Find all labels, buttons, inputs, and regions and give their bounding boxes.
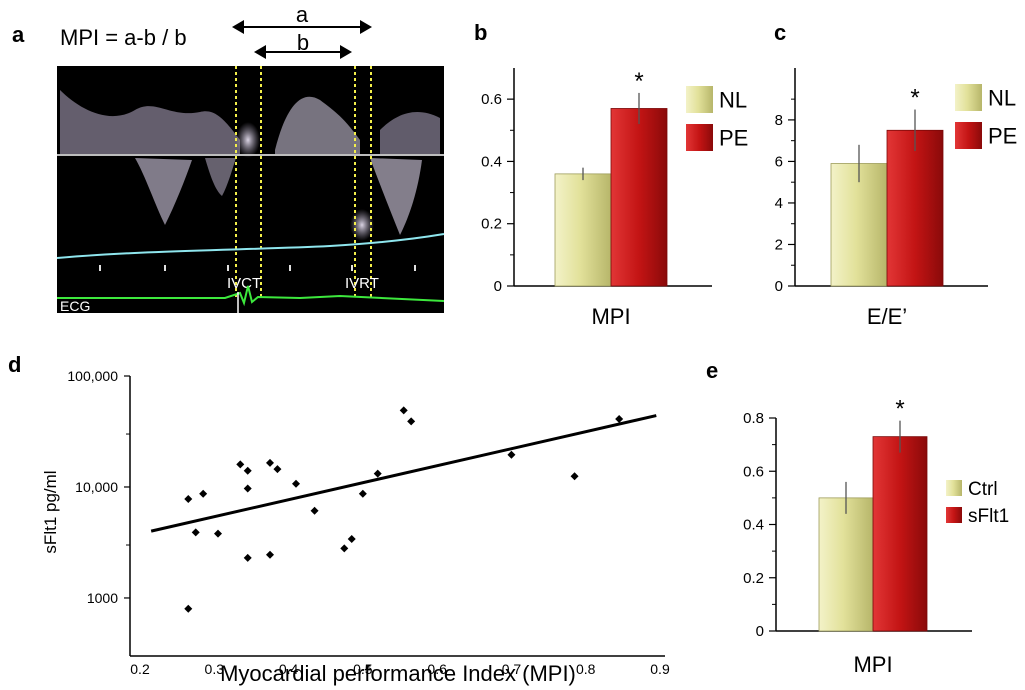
chart-d-point (358, 489, 367, 498)
chart-c: 0 2 4 6 8 * NL PE E/E’ (775, 68, 1017, 329)
chart-e-legend-swatch-ctrl (946, 480, 962, 496)
chart-b-legend-swatch-nl (686, 86, 713, 113)
chart-d-y-tick-label: 1000 (87, 590, 118, 606)
chart-c-legend-swatch-nl (955, 84, 982, 111)
chart-d-x-tick-label: 0.7 (502, 661, 522, 677)
ecg-label: ECG (60, 298, 90, 314)
chart-c-y-tick-label: 6 (775, 153, 783, 170)
chart-e-significance-marker: * (895, 396, 904, 423)
chart-d-point (399, 406, 408, 415)
chart-d-y-tick-label: 100,000 (67, 368, 118, 384)
chart-d-point (407, 417, 416, 426)
chart-d-point (266, 458, 274, 467)
chart-e-y-tick-label: 0.2 (743, 570, 764, 587)
chart-e-y-tick-label: 0.4 (743, 517, 764, 534)
chart-d-point (243, 466, 252, 475)
chart-d-x-tick-label: 0.9 (650, 661, 670, 677)
panel-b-label: b (474, 20, 487, 45)
chart-e-x-label: MPI (853, 652, 892, 677)
chart-d-point (214, 529, 222, 538)
chart-d-point (184, 494, 193, 503)
panel-d-label: d (8, 352, 21, 377)
chart-d-point (243, 553, 252, 562)
chart-d-point (292, 479, 300, 488)
chart-b-bar-nl (554, 173, 612, 287)
chart-e-y-tick-label: 0 (756, 623, 764, 640)
chart-d-point (199, 489, 208, 498)
chart-b-significance-marker: * (634, 68, 643, 95)
chart-c-bar-pe (886, 129, 944, 287)
chart-e: 0 0.2 0.4 0.6 0.8 * Ctrl sFlt1 MPI (743, 396, 1009, 677)
ecg-trace (57, 285, 445, 307)
interval-b-arrow (254, 45, 352, 59)
chart-d-x-tick-label: 0.5 (353, 661, 373, 677)
chart-d-point (570, 472, 579, 481)
chart-c-legend-label-nl: NL (988, 85, 1016, 110)
panel-a-label: a (12, 22, 25, 47)
chart-e-bar-ctrl (818, 497, 874, 632)
chart-c-y-tick-label: 0 (775, 278, 783, 295)
chart-d-x-tick-label: 0.6 (427, 661, 447, 677)
chart-c-y-tick-label: 2 (775, 236, 783, 253)
chart-b-legend-label-nl: NL (719, 87, 747, 112)
chart-c-y-tick-label: 8 (775, 112, 783, 129)
chart-b-y-tick-label: 0 (494, 278, 502, 295)
interval-a-arrow (232, 20, 372, 34)
chart-b-x-label: MPI (591, 304, 630, 329)
chart-e-y-tick-label: 0.6 (743, 463, 764, 480)
chart-e-y-tick-label: 0.8 (743, 410, 764, 427)
panel-a: a MPI = a-b / b a b (12, 2, 445, 314)
doppler-image (57, 66, 444, 313)
chart-b-legend-swatch-pe (686, 124, 713, 151)
chart-d-regression-line (150, 414, 657, 533)
chart-e-legend-swatch-sflt1 (946, 507, 962, 523)
doppler-signal (60, 90, 440, 241)
chart-b-y-tick-label: 0.4 (481, 153, 502, 170)
respiratory-trace (56, 233, 445, 259)
timing-guides (235, 66, 372, 300)
chart-b-legend-label-pe: PE (719, 125, 748, 150)
ivct-label: IVCT (227, 275, 261, 292)
chart-d: 0.2 0.3 0.4 0.5 0.6 0.7 0.8 0.9 1000 10,000 100,00… (41, 368, 670, 686)
chart-d-y-tick-label: 10,000 (75, 479, 118, 495)
ivrt-label: IVRT (345, 275, 379, 292)
chart-d-point (347, 534, 356, 543)
chart-e-legend-label-sflt1: sFlt1 (968, 506, 1009, 527)
chart-e-bar-sflt1 (872, 436, 928, 632)
chart-d-point (310, 506, 319, 515)
chart-d-point (243, 484, 252, 493)
chart-b-y-tick-label: 0.6 (481, 91, 502, 108)
chart-d-point (373, 469, 382, 478)
chart-d-point (184, 604, 193, 613)
chart-c-legend-swatch-pe (955, 122, 982, 149)
chart-b-bar-pe (610, 108, 668, 287)
panel-c-label: c (774, 20, 786, 45)
time-ticks (99, 265, 416, 271)
chart-d-x-tick-label: 0.2 (130, 661, 150, 677)
chart-d-x-tick-label: 0.4 (279, 661, 299, 677)
chart-d-x-tick-label: 0.8 (576, 661, 596, 677)
chart-d-point (340, 544, 349, 553)
chart-d-point (273, 465, 282, 474)
chart-d-point (191, 528, 200, 537)
chart-d-point (615, 414, 624, 423)
interval-a-label: a (296, 2, 309, 27)
chart-d-x-tick-label: 0.3 (205, 661, 225, 677)
chart-d-point (236, 460, 245, 469)
chart-d-y-label: sFlt1 pg/ml (41, 470, 60, 553)
mpi-formula: MPI = a-b / b (60, 25, 187, 50)
chart-b: 0 0.2 0.4 0.6 * NL PE MPI (481, 68, 748, 329)
chart-d-point (266, 550, 274, 559)
chart-c-legend-label-pe: PE (988, 123, 1017, 148)
panel-e-label: e (706, 358, 718, 383)
chart-c-x-label: E/E’ (867, 304, 907, 329)
chart-d-point (507, 450, 516, 459)
chart-e-legend-label-ctrl: Ctrl (968, 479, 998, 500)
chart-b-y-tick-label: 0.2 (481, 216, 502, 233)
interval-b-label: b (297, 30, 309, 55)
chart-c-significance-marker: * (910, 85, 919, 112)
chart-c-y-tick-label: 4 (775, 195, 783, 212)
chart-d-x-label: Myocardial performance Index (MPI) (220, 661, 576, 686)
